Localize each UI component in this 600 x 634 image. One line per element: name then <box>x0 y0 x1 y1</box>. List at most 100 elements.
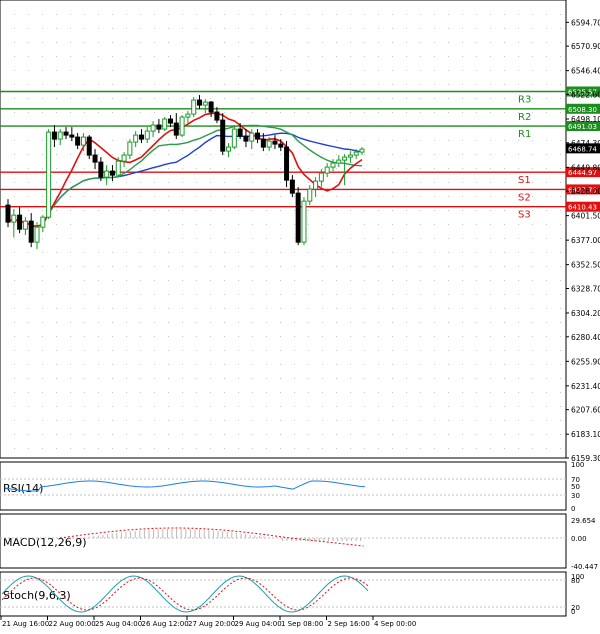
time-tick-label: 4 Sep 00:00 <box>374 620 416 628</box>
level-value-r2: 6508.30 <box>568 106 597 114</box>
candle-body <box>278 143 284 148</box>
candle-body <box>231 128 237 148</box>
candle-body <box>313 180 319 190</box>
level-name-s3: S3 <box>518 210 531 221</box>
macd-panel <box>0 513 567 569</box>
last-price-value: 6468.74 <box>568 145 597 153</box>
stoch-scale-label: 80 <box>571 577 580 585</box>
time-tick-label: 29 Aug 04:00 <box>235 620 282 628</box>
rsi-scale-label: 70 <box>571 476 580 484</box>
level-tag-s2 <box>566 184 600 195</box>
candle-body <box>57 131 63 140</box>
stoch-panel <box>0 571 567 617</box>
candle-body <box>324 166 330 174</box>
candle-body <box>138 134 144 140</box>
rsi-line <box>4 480 366 492</box>
candle-body <box>121 154 127 162</box>
candle-body <box>289 179 295 194</box>
time-tick-label: 26 Aug 12:00 <box>142 620 189 628</box>
candle-body <box>92 154 98 163</box>
time-tick-label: 1 Sep 08:00 <box>281 620 323 628</box>
macd-signal-line <box>59 527 364 547</box>
level-value-r3: 6525.57 <box>568 88 597 96</box>
candle-body <box>208 101 214 113</box>
candle-body <box>109 170 115 176</box>
level-value-s3: 6410.43 <box>568 204 597 212</box>
macd-label: MACD(12,26,9) <box>3 536 87 549</box>
candle-body <box>353 151 359 156</box>
price-tick-label: 6280.40 <box>571 333 600 342</box>
candle-body <box>51 131 57 140</box>
candle-body <box>185 113 191 118</box>
candle-body <box>22 220 28 230</box>
candle-body <box>5 204 11 223</box>
candle-body <box>46 131 52 218</box>
rsi-scale-label: 0 <box>571 505 575 513</box>
candle-body <box>173 122 179 136</box>
level-name-r3: R3 <box>518 94 531 105</box>
candle-body <box>179 116 185 136</box>
candle-body <box>167 118 173 124</box>
candle-body <box>330 162 336 168</box>
level-name-s1: S1 <box>518 175 531 186</box>
candle-body <box>220 119 226 152</box>
candle-body <box>226 146 232 152</box>
candle-body <box>86 136 92 156</box>
price-tick-label: 6304.20 <box>571 309 600 318</box>
candle-body <box>347 154 353 158</box>
candle-body <box>301 200 307 243</box>
candle-body <box>266 140 272 148</box>
candle-body <box>28 220 34 243</box>
candle-body <box>214 111 220 121</box>
candle-body <box>202 101 208 106</box>
level-name-r1: R1 <box>518 129 531 140</box>
rsi-scale-label: 50 <box>571 483 580 491</box>
price-tick-label: 6498.10 <box>571 115 600 124</box>
level-tag-s3 <box>566 201 600 212</box>
level-tag-r2 <box>566 103 600 114</box>
price-tick-label: 6255.90 <box>571 357 600 366</box>
candle-body <box>307 188 313 202</box>
last-price-tag <box>566 143 600 154</box>
time-tick-label: 21 Aug 16:00 <box>2 620 49 628</box>
macd-scale-label: 0.00 <box>571 535 587 543</box>
candle-body <box>237 128 243 137</box>
price-tick-label: 6426.00 <box>571 187 600 196</box>
rsi-scale-label: 100 <box>571 461 584 469</box>
price-tick-label: 6570.90 <box>571 42 600 51</box>
candle-body <box>133 134 139 143</box>
level-value-r1: 6491.03 <box>568 123 597 131</box>
level-tag-r3 <box>566 86 600 97</box>
stoch-scale-label: 0 <box>571 608 575 616</box>
level-value-s1: 6444.97 <box>568 169 597 177</box>
price-tick-label: 6328.70 <box>571 284 600 293</box>
ma-green-line <box>7 124 363 227</box>
rsi-label: RSI(14) <box>3 482 43 495</box>
candle-body <box>336 159 342 164</box>
time-tick-label: 27 Aug 20:00 <box>188 620 235 628</box>
candle-body <box>75 136 81 146</box>
ma-red-line <box>7 112 363 227</box>
candle-body <box>63 131 69 136</box>
level-tag-r1 <box>566 121 600 132</box>
stoch-k-line <box>1 575 369 613</box>
price-tick-label: 6401.50 <box>571 212 600 221</box>
price-tick-label: 6449.80 <box>571 163 600 172</box>
stoch-scale-label: 100 <box>571 573 584 581</box>
level-tag-s1 <box>566 167 600 178</box>
candle-body <box>69 134 75 138</box>
price-grid <box>1 1 565 457</box>
level-value-s2: 6427.70 <box>568 186 597 194</box>
price-tick-label: 6231.40 <box>571 382 600 391</box>
price-tick-label: 6594.70 <box>571 18 600 27</box>
time-tick-label: 2 Sep 16:00 <box>328 620 370 628</box>
stoch-d-line <box>1 577 369 611</box>
candle-body <box>98 161 104 178</box>
candle-body <box>156 124 162 130</box>
candle-body <box>284 146 290 181</box>
price-tick-label: 6183.10 <box>571 430 600 439</box>
stoch-label: Stoch(9,6,3) <box>3 589 71 602</box>
price-tick-label: 6159.30 <box>571 454 600 463</box>
stoch-scale-label: 20 <box>571 604 580 612</box>
price-tick-label: 6352.50 <box>571 261 600 270</box>
